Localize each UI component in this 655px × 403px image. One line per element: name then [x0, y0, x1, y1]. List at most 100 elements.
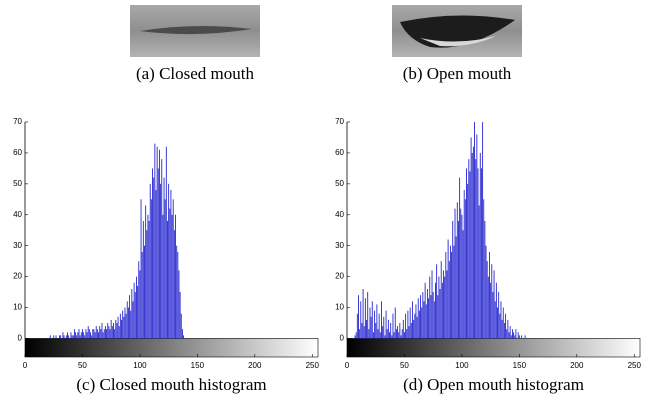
histogram-bar	[370, 316, 372, 339]
histogram-bar	[414, 313, 416, 339]
y-tick-label: 30	[13, 241, 22, 250]
histogram-bar	[391, 335, 393, 339]
histogram-bar	[158, 149, 160, 339]
histogram-bar	[476, 134, 478, 339]
x-tick-label: 100	[133, 361, 147, 370]
y-tick-label: 70	[13, 117, 22, 126]
histogram-bar	[462, 230, 464, 339]
histogram-bar	[461, 214, 463, 339]
histogram-bar	[417, 298, 419, 339]
histogram-bar	[490, 282, 492, 339]
histogram-bar	[171, 214, 173, 339]
histogram-bar	[358, 295, 359, 339]
histogram-bar	[110, 319, 112, 339]
x-tick-label: 100	[455, 361, 469, 370]
histogram-bar	[146, 230, 148, 339]
histogram-bar	[106, 329, 108, 339]
histogram-bar	[98, 332, 99, 339]
histogram-bar	[392, 313, 394, 339]
histogram-bar	[446, 270, 448, 339]
histogram-bar	[437, 295, 439, 339]
y-tick-label: 40	[335, 210, 344, 219]
histogram-bar	[60, 335, 62, 339]
y-tick-label: 70	[335, 117, 344, 126]
histogram-bar	[77, 332, 79, 339]
histogram-bar	[76, 335, 78, 339]
histogram-bar	[173, 230, 175, 339]
histogram-bar	[362, 288, 364, 339]
histogram-bar	[366, 319, 367, 339]
histogram-bar	[385, 310, 387, 339]
histogram-bar	[433, 301, 435, 339]
histogram-bar	[517, 332, 519, 339]
y-tick-label: 0	[340, 334, 345, 343]
histogram-bar	[471, 152, 473, 339]
histogram-bar	[413, 319, 415, 339]
histogram-bar	[142, 220, 144, 339]
histogram-bar	[472, 146, 474, 339]
x-tick-label: 50	[78, 361, 87, 370]
histogram-bar	[444, 276, 446, 339]
histogram-bar	[492, 292, 494, 339]
histogram-bar	[172, 199, 174, 339]
histogram-bar	[160, 183, 162, 339]
histogram-bar	[483, 199, 485, 339]
histogram-bar	[183, 335, 185, 339]
histogram-bar	[177, 251, 179, 339]
histogram-bar	[381, 301, 382, 339]
histogram-bar	[374, 310, 376, 339]
x-tick-label: 250	[306, 361, 320, 370]
histogram-bar	[181, 329, 183, 339]
histogram-bar	[111, 326, 113, 339]
histogram-bar	[469, 171, 471, 339]
histogram-bar	[165, 146, 167, 339]
y-tick-label: 50	[335, 179, 344, 188]
histogram-bar	[93, 329, 95, 339]
histogram-bar	[377, 329, 379, 339]
x-tick-label: 250	[628, 361, 642, 370]
histogram-bar	[412, 301, 413, 339]
histogram-bar	[78, 329, 80, 339]
histogram-bar	[102, 332, 104, 339]
histogram-bar	[167, 220, 168, 339]
histogram-bar	[162, 214, 164, 339]
histogram-bar	[431, 270, 433, 339]
histogram-bar	[94, 332, 96, 339]
histogram-bar	[457, 220, 459, 339]
histogram-bar	[150, 199, 152, 339]
histogram-bar	[132, 301, 134, 339]
histogram-bar	[372, 332, 374, 339]
histogram-bar	[70, 332, 72, 339]
histogram-bar	[126, 301, 128, 339]
histogram-bar	[407, 310, 409, 339]
y-tick-label: 10	[13, 303, 22, 312]
histogram-bar	[386, 329, 388, 339]
histogram-bar	[518, 335, 520, 339]
y-tick-label: 60	[335, 148, 344, 157]
histogram-bar	[104, 326, 106, 339]
histogram-bar	[107, 322, 109, 339]
histogram-bar	[62, 332, 64, 339]
histogram-bar	[455, 236, 457, 339]
histogram-bar	[63, 335, 65, 339]
histogram-bar	[154, 143, 156, 339]
histogram-bar	[432, 292, 434, 339]
histogram-bar	[65, 335, 67, 339]
histogram-bar	[445, 251, 447, 339]
y-tick-label: 10	[335, 303, 344, 312]
histogram-bar	[134, 292, 136, 339]
histogram-bar	[55, 335, 57, 339]
histogram-bar	[168, 183, 170, 339]
histogram-bar	[475, 159, 477, 339]
histogram-bar	[456, 202, 458, 339]
histogram-bar	[371, 301, 373, 339]
histogram-bar	[438, 276, 440, 339]
histogram-bar	[179, 292, 181, 339]
histogram-bar	[356, 313, 358, 339]
histogram-bar	[127, 307, 129, 339]
histogram-bar	[486, 261, 488, 339]
histogram-bar	[152, 168, 154, 339]
histogram-bar	[99, 326, 101, 339]
histogram-bar	[505, 313, 507, 339]
histogram-bar	[393, 332, 395, 339]
